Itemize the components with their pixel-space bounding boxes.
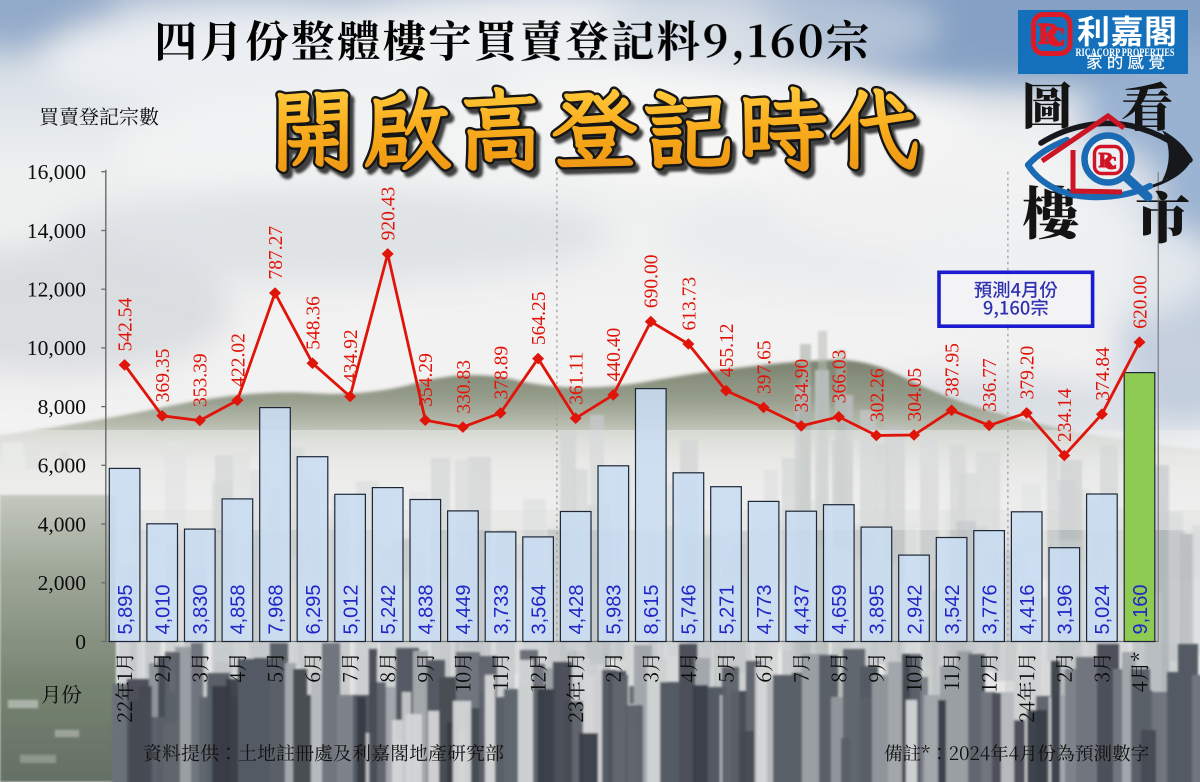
svg-text:787.27: 787.27	[266, 226, 287, 280]
svg-text:304.05: 304.05	[905, 368, 926, 422]
svg-text:5,242: 5,242	[378, 584, 400, 634]
svg-text:3,895: 3,895	[867, 584, 889, 634]
svg-text:564.25: 564.25	[529, 291, 550, 345]
svg-text:397.65: 397.65	[755, 340, 776, 394]
svg-text:542.54: 542.54	[116, 298, 137, 352]
svg-text:234.14: 234.14	[1055, 388, 1076, 442]
svg-text:RICACORP PROPERTIES: RICACORP PROPERTIES	[1076, 47, 1175, 59]
svg-text:422.02: 422.02	[228, 333, 249, 387]
svg-text:0: 0	[75, 630, 86, 654]
svg-text:12,000: 12,000	[27, 278, 86, 302]
svg-text:5,746: 5,746	[679, 584, 701, 634]
svg-text:620.00: 620.00	[1130, 275, 1151, 329]
svg-text:3,564: 3,564	[528, 584, 550, 634]
svg-text:5,271: 5,271	[716, 584, 738, 634]
svg-text:4,773: 4,773	[754, 584, 776, 634]
svg-text:4,437: 4,437	[792, 584, 814, 634]
svg-text:R: R	[1038, 18, 1060, 51]
svg-text:4,449: 4,449	[453, 584, 475, 634]
svg-text:366.03: 366.03	[830, 350, 851, 404]
svg-text:2,942: 2,942	[904, 584, 926, 634]
svg-text:4,858: 4,858	[228, 584, 250, 634]
svg-text:9,160: 9,160	[1130, 584, 1152, 634]
svg-text:C: C	[1047, 23, 1066, 52]
svg-text:330.83: 330.83	[454, 360, 475, 414]
svg-text:434.92: 434.92	[341, 329, 362, 383]
svg-text:302.26: 302.26	[867, 368, 888, 422]
svg-text:5,012: 5,012	[340, 584, 362, 634]
svg-text:8,000: 8,000	[38, 395, 86, 419]
svg-text:336.77: 336.77	[980, 358, 1001, 412]
svg-text:10,000: 10,000	[27, 336, 86, 360]
svg-text:361.11: 361.11	[567, 352, 588, 405]
svg-text:920.43: 920.43	[379, 187, 400, 241]
svg-text:14,000: 14,000	[27, 219, 86, 243]
svg-text:2,000: 2,000	[38, 571, 86, 595]
svg-text:548.36: 548.36	[303, 296, 324, 350]
svg-text:334.90: 334.90	[792, 359, 813, 413]
svg-text:3,733: 3,733	[491, 584, 513, 634]
svg-text:613.73: 613.73	[679, 277, 700, 331]
svg-text:5,983: 5,983	[604, 584, 626, 634]
svg-text:354.29: 354.29	[416, 353, 437, 407]
svg-text:6,295: 6,295	[303, 584, 325, 634]
svg-text:3,542: 3,542	[942, 584, 964, 634]
svg-text:4,416: 4,416	[1017, 584, 1039, 634]
svg-text:455.12: 455.12	[717, 323, 738, 377]
svg-text:379.20: 379.20	[1018, 346, 1039, 400]
svg-text:C: C	[1104, 153, 1117, 173]
svg-text:7,968: 7,968	[265, 584, 287, 634]
svg-text:3,830: 3,830	[190, 584, 212, 634]
svg-text:369.35: 369.35	[153, 349, 174, 403]
svg-text:16,000: 16,000	[27, 160, 86, 184]
svg-text:4,010: 4,010	[153, 584, 175, 634]
svg-text:3,196: 3,196	[1055, 584, 1077, 634]
svg-text:8,615: 8,615	[641, 584, 663, 634]
svg-text:5,024: 5,024	[1092, 584, 1114, 634]
svg-text:374.84: 374.84	[1093, 347, 1114, 401]
svg-text:4,428: 4,428	[566, 584, 588, 634]
svg-text:440.40: 440.40	[604, 328, 625, 382]
svg-text:3,776: 3,776	[979, 584, 1001, 634]
svg-text:378.89: 378.89	[491, 346, 512, 400]
svg-text:6,000: 6,000	[38, 454, 86, 478]
svg-text:4,659: 4,659	[829, 584, 851, 634]
svg-text:387.95: 387.95	[943, 343, 964, 397]
svg-text:690.00: 690.00	[642, 254, 663, 308]
svg-text:4,000: 4,000	[38, 512, 86, 536]
svg-text:4,838: 4,838	[416, 584, 438, 634]
svg-text:R: R	[1099, 148, 1115, 172]
svg-text:5,895: 5,895	[115, 584, 137, 634]
svg-text:353.39: 353.39	[191, 353, 212, 407]
